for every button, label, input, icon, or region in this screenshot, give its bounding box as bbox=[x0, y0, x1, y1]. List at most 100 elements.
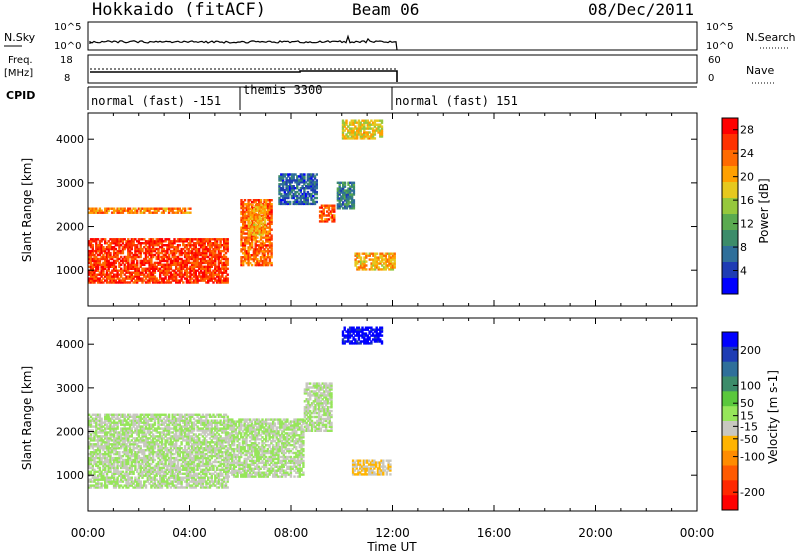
data-cell bbox=[212, 419, 215, 422]
data-cell bbox=[281, 189, 285, 192]
data-cell bbox=[148, 246, 151, 249]
data-cell bbox=[194, 449, 197, 452]
data-cell bbox=[128, 242, 132, 245]
data-cell bbox=[91, 454, 94, 458]
data-cell bbox=[178, 447, 181, 450]
data-cell bbox=[368, 268, 371, 271]
data-cell bbox=[203, 454, 206, 458]
data-cell bbox=[348, 127, 352, 130]
data-cell bbox=[148, 433, 151, 436]
data-cell bbox=[191, 263, 194, 266]
data-cell bbox=[155, 439, 158, 442]
data-cell bbox=[127, 454, 130, 458]
data-cell bbox=[93, 452, 96, 456]
data-cell bbox=[294, 194, 297, 198]
data-cell bbox=[111, 429, 114, 432]
data-cell bbox=[208, 451, 212, 454]
data-cell bbox=[255, 229, 258, 232]
data-cell bbox=[217, 247, 221, 251]
data-cell bbox=[118, 431, 121, 434]
data-cell bbox=[287, 196, 290, 200]
data-cell bbox=[120, 478, 123, 481]
data-cell bbox=[199, 429, 203, 432]
data-cell bbox=[123, 437, 126, 440]
data-cell bbox=[159, 452, 162, 456]
data-cell bbox=[196, 462, 199, 466]
data-cell bbox=[366, 121, 369, 124]
data-cell bbox=[162, 429, 165, 432]
data-cell bbox=[100, 431, 103, 434]
data-cell bbox=[148, 238, 151, 241]
data-cell bbox=[379, 256, 382, 259]
data-cell bbox=[292, 179, 295, 182]
data-cell bbox=[150, 417, 153, 420]
data-cell bbox=[201, 427, 205, 430]
data-cell bbox=[251, 217, 254, 220]
data-cell bbox=[201, 249, 205, 253]
data-cell bbox=[192, 482, 196, 485]
data-cell bbox=[144, 244, 148, 247]
data-cell bbox=[258, 209, 261, 213]
data-cell bbox=[162, 474, 165, 477]
data-cell bbox=[169, 441, 173, 444]
data-cell bbox=[254, 199, 257, 202]
data-cell bbox=[121, 419, 125, 422]
data-cell bbox=[217, 277, 221, 280]
data-cell bbox=[128, 211, 132, 214]
data-cell bbox=[160, 456, 164, 460]
data-cell bbox=[249, 248, 252, 251]
data-cell bbox=[303, 189, 306, 192]
data-cell bbox=[118, 470, 121, 473]
data-cell bbox=[102, 466, 105, 470]
data-cell bbox=[134, 238, 137, 241]
data-cell bbox=[268, 236, 272, 239]
data-cell bbox=[301, 185, 304, 188]
data-cell bbox=[111, 425, 114, 428]
data-cell bbox=[178, 238, 181, 241]
data-cell bbox=[120, 472, 123, 475]
data-cell bbox=[150, 456, 153, 460]
data-cell bbox=[306, 173, 310, 176]
data-cell bbox=[203, 472, 206, 475]
data-cell bbox=[297, 181, 301, 184]
data-cell bbox=[98, 429, 102, 432]
data-cell bbox=[120, 466, 123, 470]
data-cell bbox=[215, 279, 219, 282]
data-cell bbox=[100, 423, 103, 426]
data-cell bbox=[173, 269, 176, 272]
data-cell bbox=[111, 464, 114, 468]
data-cell bbox=[139, 449, 142, 452]
data-cell bbox=[93, 417, 96, 420]
data-cell bbox=[187, 474, 190, 477]
data-cell bbox=[109, 247, 112, 251]
data-cell bbox=[210, 474, 213, 477]
data-cell bbox=[98, 447, 102, 450]
data-cell bbox=[118, 486, 121, 489]
data-cell bbox=[148, 482, 151, 485]
data-cell bbox=[162, 240, 165, 243]
data-cell bbox=[175, 451, 178, 454]
data-cell bbox=[214, 238, 217, 241]
data-cell bbox=[148, 263, 151, 266]
data-cell bbox=[137, 451, 141, 454]
data-cell bbox=[95, 249, 98, 253]
data-cell bbox=[105, 431, 109, 434]
data-cell bbox=[191, 238, 194, 241]
data-cell bbox=[347, 201, 350, 204]
data-cell bbox=[350, 133, 353, 136]
data-cell bbox=[205, 246, 208, 249]
data-cell bbox=[96, 246, 100, 249]
data-cell bbox=[370, 119, 373, 122]
data-cell bbox=[151, 247, 155, 251]
data-cell bbox=[308, 173, 311, 176]
data-cell bbox=[150, 484, 153, 487]
data-cell bbox=[132, 267, 135, 270]
data-cell bbox=[96, 238, 100, 241]
data-cell bbox=[214, 251, 217, 255]
data-cell bbox=[96, 439, 100, 442]
data-cell bbox=[196, 415, 199, 418]
data-cell bbox=[175, 255, 178, 259]
data-cell bbox=[141, 472, 144, 475]
data-cell bbox=[349, 195, 352, 198]
data-cell bbox=[185, 464, 189, 468]
